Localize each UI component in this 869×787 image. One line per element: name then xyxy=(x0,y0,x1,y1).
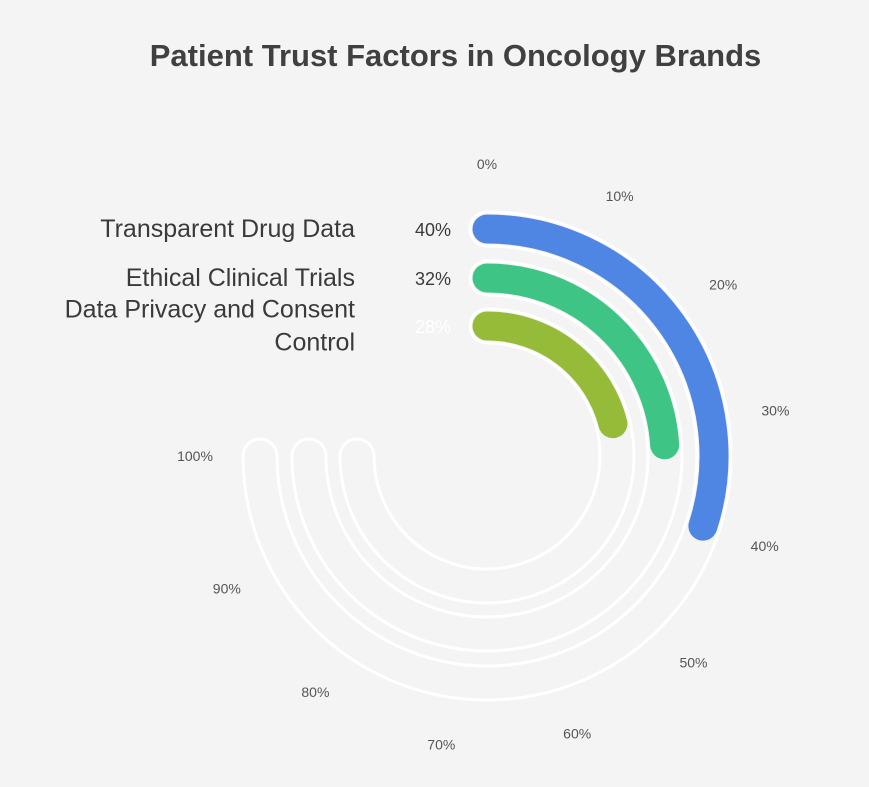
radial-bar xyxy=(472,263,680,460)
axis-tick-label: 90% xyxy=(213,581,241,597)
axis-tick-label: 50% xyxy=(679,655,707,671)
axis-tick-label: 100% xyxy=(177,448,213,464)
axis-tick-label: 80% xyxy=(301,684,329,700)
category-label: Data Privacy and Consent xyxy=(65,296,355,324)
chart-title: Patient Trust Factors in Oncology Brands xyxy=(149,38,762,73)
radial-bar xyxy=(472,311,628,439)
value-label: 28% xyxy=(415,317,451,337)
axis-tick-label: 70% xyxy=(427,736,455,752)
axis-tick-label: 30% xyxy=(761,402,789,418)
axis-tick-label: 20% xyxy=(709,276,737,292)
axis-tick-label: 60% xyxy=(563,726,591,742)
category-label: Ethical Clinical Trials xyxy=(126,264,355,292)
category-label: Transparent Drug Data xyxy=(100,215,355,243)
axis-tick-label: 40% xyxy=(751,538,779,554)
category-label: Control xyxy=(274,329,355,357)
value-label: 32% xyxy=(415,269,451,289)
axis-tick-label: 0% xyxy=(477,156,497,172)
value-label: 40% xyxy=(415,220,451,240)
axis-tick-label: 10% xyxy=(606,188,634,204)
radial-bar xyxy=(472,214,729,541)
